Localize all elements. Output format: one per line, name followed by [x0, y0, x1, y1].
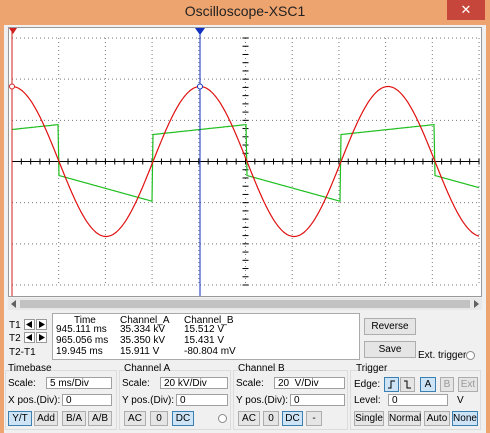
scope-screen — [8, 27, 482, 297]
edge-buttons[interactable] — [384, 377, 416, 392]
readout-value: 15.512 V — [184, 324, 225, 335]
channel-b-pos[interactable]: 0 — [290, 394, 345, 406]
cursor-arrows[interactable] — [24, 319, 48, 345]
scrollbar[interactable] — [8, 298, 482, 310]
channel-a-scale-label: Scale: — [122, 378, 150, 389]
timebase-pos[interactable]: 0 — [62, 394, 112, 406]
channel-a-title: Channel A — [124, 363, 171, 374]
channel-a-pos[interactable]: 0 — [176, 394, 228, 406]
timebase-pos-label: X pos.(Div): — [8, 395, 61, 406]
channel-b-trace — [11, 123, 480, 203]
trigger-type-button[interactable]: None — [452, 411, 478, 426]
readout-value: 945.111 ms — [56, 324, 107, 335]
level-unit: V — [457, 395, 464, 406]
mode-button[interactable]: Y/T — [8, 411, 32, 426]
readout-value: -80.804 mV — [184, 346, 236, 357]
readout-box — [52, 313, 360, 360]
channel-b-scale-label: Scale: — [236, 378, 264, 389]
channel-b-title: Channel B — [238, 363, 285, 374]
channel-b-pos-label: Y pos.(Div): — [236, 395, 289, 406]
timebase-group — [5, 370, 117, 430]
cursor-t1-handle — [195, 28, 205, 35]
reverse-button[interactable]: Reverse — [364, 318, 416, 335]
trigger-type-button[interactable]: Single — [354, 411, 384, 426]
trigger-type-button[interactable]: Normal — [388, 411, 422, 426]
readout-value: 15.911 V — [120, 346, 160, 357]
t2-label: T2 — [9, 333, 21, 344]
channel-a-group — [119, 370, 231, 430]
header-channel-b: Channel_B — [184, 315, 234, 326]
mode-button[interactable]: B/A — [62, 411, 86, 426]
t1-label: T1 — [9, 320, 21, 331]
channel-b-group — [233, 370, 348, 430]
readout-value: 19.945 ms — [56, 346, 103, 357]
coupling-button[interactable]: DC — [172, 411, 194, 426]
coupling-button[interactable]: 0 — [263, 411, 279, 426]
mode-button[interactable]: A/B — [88, 411, 112, 426]
header-channel-a: Channel_A — [120, 315, 170, 326]
cursor-t2-handle — [9, 28, 17, 34]
level-field[interactable]: 0 — [388, 394, 448, 406]
edge-label: Edge: — [354, 379, 381, 390]
timebase-scale-label: Scale: — [8, 378, 36, 389]
cursor-point — [9, 83, 15, 90]
save-button[interactable]: Save — [364, 341, 416, 358]
channel-b-scale[interactable]: 20 V/Div — [274, 377, 345, 389]
channel-a-pos-label: Y pos.(Div): — [122, 395, 175, 406]
channel-a-radio[interactable] — [218, 414, 227, 423]
readout-value: 965.056 ms — [56, 335, 109, 346]
readout-value: 15.431 V — [184, 335, 225, 346]
coupling-button[interactable]: AC — [238, 411, 260, 426]
window-title: Oscilloscope-XSC1 — [184, 3, 306, 19]
coupling-button[interactable]: 0 — [150, 411, 168, 426]
trigger-title: Trigger — [356, 363, 388, 374]
level-label: Level: — [354, 395, 381, 406]
coupling-button[interactable]: DC — [282, 411, 303, 426]
cursor-point — [197, 83, 203, 90]
close-button[interactable]: ✕ — [447, 0, 485, 20]
ext-trigger-radio[interactable] — [466, 351, 475, 360]
source-button[interactable]: A — [420, 377, 436, 392]
source-button[interactable]: Ext — [458, 377, 478, 392]
t2-t1-label: T2-T1 — [9, 347, 36, 358]
mode-button[interactable]: Add — [34, 411, 58, 426]
trigger-group — [350, 370, 481, 430]
trigger-type-button[interactable]: Auto — [424, 411, 450, 426]
coupling-button[interactable]: - — [306, 411, 322, 426]
readout-value: 35.334 kV — [120, 324, 166, 335]
source-button[interactable]: B — [440, 377, 454, 392]
header-time: Time — [74, 315, 96, 326]
channel-a-scale[interactable]: 20 kV/Div — [160, 377, 228, 389]
coupling-button[interactable]: AC — [124, 411, 146, 426]
timebase-scale[interactable]: 5 ms/Div — [46, 377, 112, 389]
channel-a-trace — [12, 85, 480, 238]
ext-trigger-label: Ext. trigger — [418, 350, 467, 361]
readout-value: 35.350 kV — [120, 335, 166, 346]
timebase-title: Timebase — [8, 363, 52, 374]
